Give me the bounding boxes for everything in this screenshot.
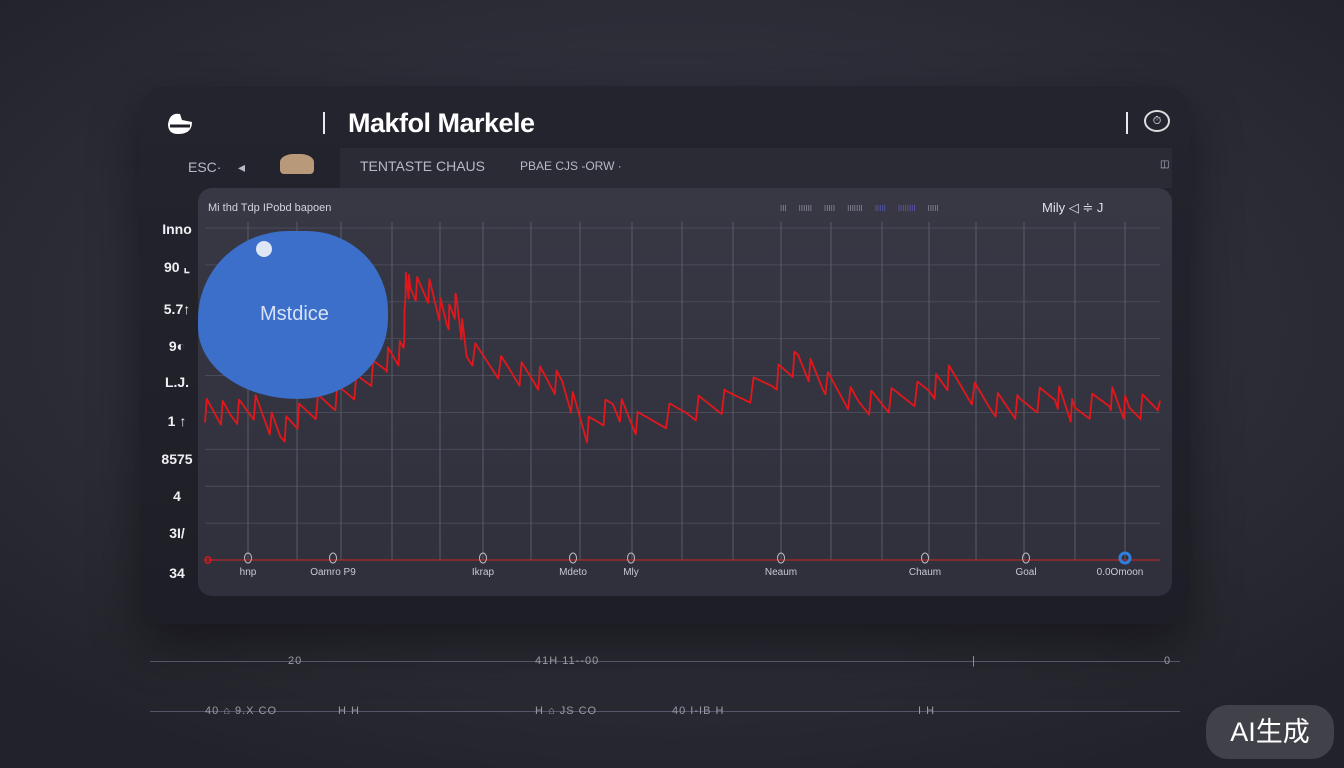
tab-template-charts[interactable]: TENTASTE CHAUS bbox=[360, 158, 485, 174]
app-title: Makfol Markele bbox=[348, 108, 535, 138]
bubble-overlay[interactable] bbox=[198, 231, 388, 399]
footer-line bbox=[150, 711, 1180, 712]
y-tick-label: 8575 bbox=[161, 451, 193, 467]
divider bbox=[1126, 112, 1128, 134]
axis-origin-marker bbox=[204, 556, 212, 564]
x-tick-marker bbox=[777, 552, 785, 564]
legend-item[interactable]: IIIII bbox=[874, 204, 886, 213]
y-tick-label: 90 ⌞ bbox=[163, 259, 191, 275]
chart-title: Mi thd Tdp IPobd bapoen bbox=[208, 202, 332, 214]
y-tick-label: 5.7↑ bbox=[163, 301, 191, 317]
tab-bar bbox=[340, 148, 1172, 188]
x-tick-label: Chaum bbox=[908, 567, 942, 578]
legend: III IIIIII IIIII IIIIIII IIIII IIIIIIII … bbox=[780, 204, 939, 213]
globe-icon bbox=[256, 241, 272, 257]
x-tick-marker bbox=[569, 552, 577, 564]
x-tick-marker bbox=[1118, 551, 1132, 565]
x-tick-label: Goal bbox=[1015, 567, 1037, 578]
x-tick-label: Oamro P9 bbox=[310, 567, 356, 578]
watermark: AI生成 bbox=[1206, 705, 1334, 759]
footer-text: | bbox=[972, 655, 976, 667]
legend-item[interactable]: III bbox=[780, 204, 787, 213]
footer-text: H ⌂ JS CO bbox=[535, 705, 598, 717]
footer-text: 20 bbox=[288, 655, 303, 667]
x-tick-marker bbox=[479, 552, 487, 564]
y-tick-label: 1 ↑ bbox=[167, 413, 187, 429]
x-tick-label: Mly bbox=[623, 567, 639, 578]
esc-button[interactable]: ESC· bbox=[188, 159, 222, 175]
x-tick-marker bbox=[1022, 552, 1030, 564]
footer-text: H H bbox=[338, 705, 360, 717]
y-tick-label: 9◐ bbox=[168, 338, 186, 354]
logo-icon bbox=[168, 113, 192, 134]
x-tick-marker bbox=[921, 552, 929, 564]
footer-text: 40 ⌂ 9.X CO bbox=[205, 705, 278, 717]
legend-controls[interactable]: Mily ◁ ≑ J bbox=[1042, 200, 1104, 215]
footer-text: 40 I-IB H bbox=[672, 705, 725, 717]
x-tick-label: Neaum bbox=[764, 567, 798, 578]
footer-text: 0 bbox=[1164, 655, 1172, 667]
divider bbox=[323, 112, 325, 134]
clock-icon[interactable]: ⏱ bbox=[1144, 110, 1170, 132]
footer-line bbox=[150, 661, 1180, 662]
tab-pbae[interactable]: PBAE CJS -ORW · bbox=[520, 159, 622, 173]
bubble-label: Mstdice bbox=[260, 303, 329, 325]
x-tick-label: 0.0Omoon bbox=[1096, 567, 1144, 578]
legend-item[interactable]: IIIII bbox=[927, 204, 939, 213]
x-tick-marker bbox=[244, 552, 252, 564]
x-tick-label: hnp bbox=[239, 567, 257, 578]
y-tick-label: 34 bbox=[169, 565, 185, 581]
y-tick-label: 3I/ bbox=[169, 525, 185, 541]
y-tick-label: L.J. bbox=[164, 374, 190, 390]
x-tick-marker bbox=[329, 552, 337, 564]
avatar-icon[interactable] bbox=[280, 154, 314, 174]
price-series-line bbox=[204, 271, 1161, 444]
legend-item[interactable]: IIIIII bbox=[798, 204, 813, 213]
footer-text: 41H 11--00 bbox=[535, 655, 600, 667]
x-tick-marker bbox=[627, 552, 635, 564]
x-tick-label: Ikrap bbox=[471, 567, 495, 578]
y-tick-label: 4 bbox=[173, 488, 181, 504]
legend-item[interactable]: IIIII bbox=[824, 204, 836, 213]
back-arrow-icon[interactable]: ◂ bbox=[238, 159, 246, 175]
y-tick-label: Inno bbox=[162, 221, 192, 237]
x-tick-label: Mdeto bbox=[559, 567, 587, 578]
legend-item[interactable]: IIIIIIII bbox=[897, 204, 916, 213]
footer-text: I H bbox=[918, 705, 936, 717]
legend-item[interactable]: IIIIIII bbox=[847, 204, 863, 213]
panel-icon[interactable]: ◫ bbox=[1160, 159, 1170, 170]
